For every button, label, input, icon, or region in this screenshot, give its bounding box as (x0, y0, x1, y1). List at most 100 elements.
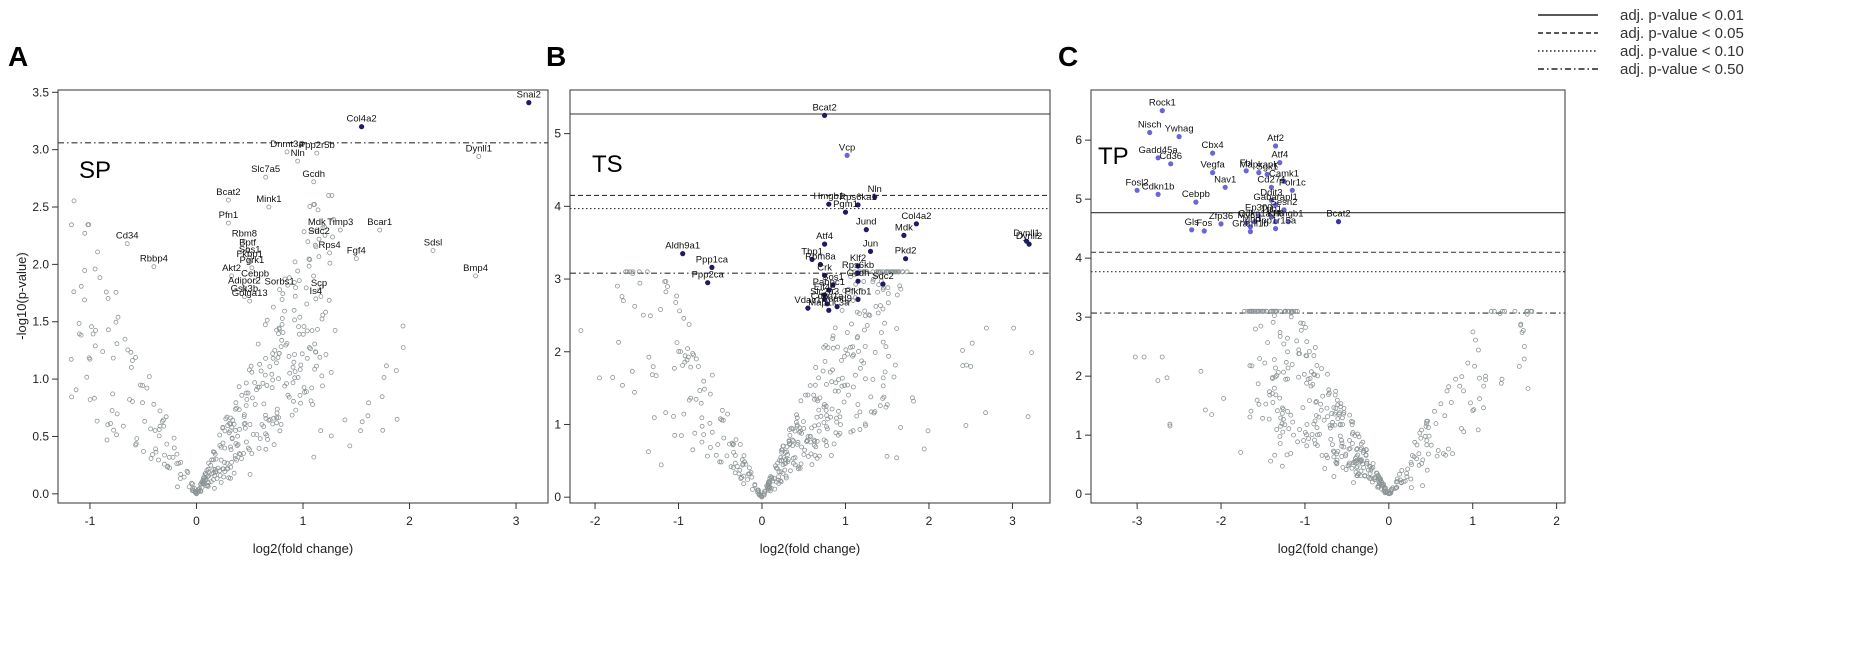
scatter-point (1419, 427, 1424, 433)
scatter-point (1277, 395, 1283, 401)
scatter-point (632, 389, 637, 395)
scatter-point (889, 269, 895, 275)
scatter-point (1301, 438, 1306, 443)
scatter-point (1317, 431, 1322, 437)
scatter-point (291, 280, 297, 285)
scatter-point (1491, 308, 1497, 314)
y-tick-label: 1 (1075, 428, 1082, 442)
scatter-point (298, 400, 304, 406)
points-a (68, 100, 532, 497)
scatter-point (1502, 308, 1507, 314)
gene-point (842, 209, 849, 215)
scatter-point (209, 457, 215, 463)
scatter-point (797, 465, 803, 471)
scatter-point (1278, 415, 1284, 421)
scatter-point (842, 383, 847, 388)
scatter-point (1516, 363, 1522, 369)
scatter-point (292, 369, 298, 375)
scatter-point (1282, 422, 1288, 428)
scatter-point (1340, 464, 1346, 470)
scatter-point (802, 447, 808, 453)
gene-label: Fosl2 (1125, 177, 1148, 188)
scatter-point (243, 380, 249, 386)
scatter-point (1477, 396, 1482, 402)
y-tick-label: 1 (554, 417, 561, 431)
scatter-point (171, 445, 177, 451)
scatter-point (885, 285, 891, 291)
scatter-point (270, 377, 276, 383)
scatter-point (1521, 356, 1527, 362)
scatter-point (228, 464, 234, 470)
scatter-point (759, 494, 765, 500)
scatter-point (814, 414, 820, 420)
x-tick-label: 3 (513, 514, 520, 528)
scatter-point (311, 454, 317, 460)
scatter-point (1304, 432, 1309, 438)
scatter-point (771, 476, 777, 481)
scatter-point (331, 216, 336, 222)
gene-label: Dynll1 (1013, 228, 1039, 239)
scatter-point (783, 457, 788, 463)
scatter-point (886, 353, 891, 359)
gene-point (1168, 161, 1174, 167)
gene-point (313, 296, 319, 302)
gene-point (1268, 197, 1274, 203)
scatter-point (795, 439, 801, 445)
scatter-point (69, 222, 74, 228)
threshold-lines-b (570, 113, 1050, 274)
scatter-point (684, 357, 690, 363)
scatter-point (241, 412, 247, 418)
scatter-point (855, 334, 860, 340)
scatter-point (1290, 308, 1295, 314)
scatter-point (816, 375, 821, 381)
scatter-point (805, 438, 810, 444)
scatter-point (794, 412, 799, 418)
scatter-point (880, 396, 886, 402)
scatter-point (1339, 440, 1345, 446)
scatter-point (256, 445, 262, 451)
scatter-point (1246, 308, 1252, 314)
scatter-point (816, 407, 822, 413)
scatter-point (701, 432, 707, 438)
scatter-point (264, 433, 270, 439)
scatter-point (1412, 439, 1418, 445)
scatter-point (814, 396, 820, 402)
gene-label: Hmgb1 (813, 191, 844, 202)
scatter-point (393, 368, 399, 374)
gene-label: Fbl (1240, 158, 1253, 169)
scatter-point (109, 408, 115, 413)
scatter-point (898, 425, 903, 430)
gene-point (314, 150, 320, 156)
scatter-point (646, 449, 651, 455)
scatter-point (259, 422, 265, 428)
scatter-point (222, 445, 228, 451)
scatter-point (861, 269, 867, 275)
scatter-point (1399, 467, 1405, 473)
scatter-point (284, 340, 290, 346)
scatter-point (693, 356, 699, 362)
scatter-point (71, 289, 77, 295)
scatter-point (728, 464, 734, 470)
scatter-point (1332, 392, 1338, 398)
gene-label: Gcdh (302, 169, 325, 180)
scatter-point (312, 341, 318, 347)
scatter-point (254, 432, 260, 438)
scatter-point (1446, 446, 1451, 452)
scatter-point (249, 395, 255, 401)
scatter-point (747, 471, 752, 477)
scatter-point (876, 282, 882, 288)
scatter-point (766, 479, 771, 485)
scatter-point (292, 317, 298, 323)
gene-point (1243, 220, 1249, 226)
scatter-point (883, 269, 889, 275)
scatter-point (1270, 308, 1276, 314)
y-tick-label: 3.5 (32, 85, 49, 99)
scatter-point (1282, 308, 1288, 314)
scatter-point (279, 337, 285, 343)
scatter-point (211, 485, 217, 491)
scatter-point (1459, 426, 1464, 431)
scatter-point (1297, 427, 1302, 432)
scatter-point (262, 322, 268, 328)
scatter-point (1340, 422, 1346, 428)
